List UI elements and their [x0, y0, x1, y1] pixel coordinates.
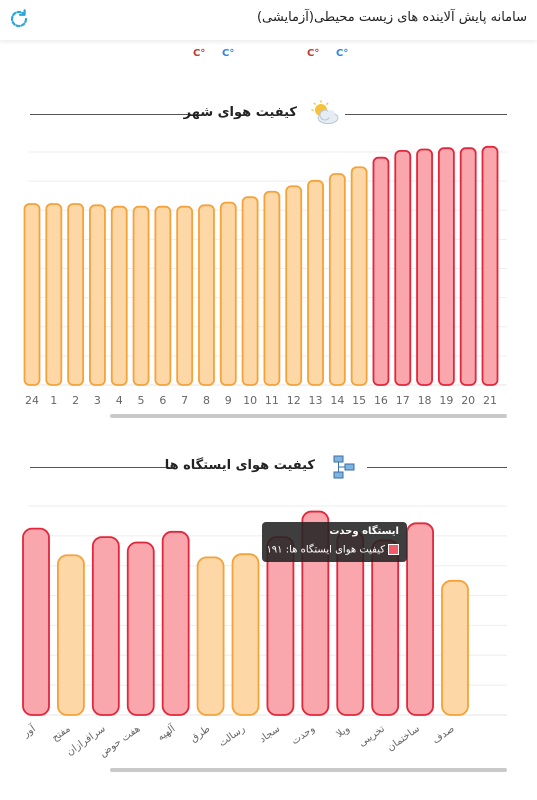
- x-tick-label: 2: [72, 394, 79, 407]
- bar[interactable]: [67, 203, 85, 386]
- x-tick-label: 3: [94, 394, 101, 407]
- x-tick-label: آور: [19, 721, 38, 740]
- x-tick-label: 21: [483, 394, 497, 407]
- x-tick-label: رسالت: [217, 723, 247, 749]
- x-tick-label: 13: [309, 394, 323, 407]
- bar[interactable]: [394, 149, 412, 386]
- x-tick-label: ساختمان: [385, 723, 421, 753]
- temperature-unit-min: C°: [336, 48, 349, 59]
- bar[interactable]: [406, 522, 434, 716]
- x-tick-label: 14: [330, 394, 344, 407]
- section-divider: [367, 467, 507, 468]
- bar[interactable]: [45, 203, 63, 386]
- bar[interactable]: [441, 579, 469, 716]
- tooltip-row: کیفیت هوای ایستگاه ها: ۱۹۱: [266, 544, 399, 556]
- x-tick-label: 1: [50, 394, 57, 407]
- network-stations-icon: [330, 453, 358, 481]
- bar[interactable]: [176, 205, 194, 386]
- x-tick-label: 15: [352, 394, 366, 407]
- partly-cloudy-icon: [309, 100, 341, 126]
- x-tick-label: مفتح: [50, 723, 73, 743]
- section-divider: [30, 114, 190, 115]
- x-tick-label: 24: [25, 394, 39, 407]
- x-tick-label: 5: [138, 394, 145, 407]
- x-tick-label: تخریبی: [357, 723, 387, 749]
- bar[interactable]: [416, 148, 433, 386]
- bar[interactable]: [328, 173, 346, 386]
- city-air-quality-title: کیفیت هوای شهر: [183, 105, 297, 120]
- bar[interactable]: [219, 201, 237, 386]
- bar[interactable]: [57, 554, 85, 716]
- x-tick-label: 12: [287, 394, 301, 407]
- bar[interactable]: [161, 530, 190, 716]
- bar[interactable]: [23, 203, 41, 386]
- refresh-icon[interactable]: [8, 8, 30, 30]
- bar[interactable]: [91, 536, 120, 716]
- tooltip-swatch: [388, 544, 399, 555]
- bar[interactable]: [437, 147, 455, 386]
- horizontal-scrollbar[interactable]: [110, 768, 507, 772]
- chart-tooltip: ایستگاه وحدت کیفیت هوای ایستگاه ها: ۱۹۱: [262, 522, 407, 562]
- page-title: سامانه پایش آلاینده های زیست محیطی(آزمای…: [256, 10, 527, 25]
- x-tick-label: 16: [374, 394, 388, 407]
- bar[interactable]: [263, 190, 281, 386]
- app-bar: سامانه پایش آلاینده های زیست محیطی(آزمای…: [0, 0, 537, 40]
- x-tick-label: آلهیه: [155, 721, 179, 743]
- bar[interactable]: [301, 510, 330, 716]
- bar[interactable]: [372, 156, 390, 386]
- bar[interactable]: [350, 166, 368, 386]
- x-tick-label: 10: [243, 394, 257, 407]
- x-tick-label: 8: [203, 394, 210, 407]
- x-tick-label: ویلا: [335, 723, 353, 740]
- temperature-unit-min: C°: [222, 48, 235, 59]
- bar[interactable]: [89, 204, 106, 386]
- x-tick-label: 4: [116, 394, 123, 407]
- x-tick-label: وحدت: [290, 723, 317, 747]
- temperature-unit-max: C°: [193, 48, 206, 59]
- stations-air-quality-title: کیفیت هوای ایستگاه ها: [164, 458, 315, 473]
- x-tick-label: سجاد: [258, 723, 283, 745]
- tooltip-label: کیفیت هوای ایستگاه ها: ۱۹۱: [266, 544, 385, 556]
- section-divider: [30, 467, 170, 468]
- x-tick-label: 18: [418, 394, 432, 407]
- temperature-unit-max: C°: [307, 48, 320, 59]
- bar[interactable]: [110, 205, 128, 386]
- bar[interactable]: [132, 205, 150, 386]
- bar[interactable]: [22, 527, 50, 716]
- bar[interactable]: [459, 147, 477, 386]
- bar[interactable]: [126, 541, 155, 716]
- city-air-quality-chart: 24 1 2 3 4 5 6 7 8 9 10 11 12 13 14 15 16 17 18 19 20 21: [23, 145, 507, 418]
- x-tick-label: صدف: [431, 723, 457, 746]
- bar[interactable]: [154, 205, 172, 386]
- bar[interactable]: [481, 145, 499, 386]
- x-tick-label: 11: [265, 394, 279, 407]
- bar[interactable]: [241, 196, 259, 386]
- bar[interactable]: [198, 204, 215, 386]
- x-tick-label: 7: [181, 394, 188, 407]
- tooltip-title: ایستگاه وحدت: [329, 526, 399, 537]
- bar[interactable]: [371, 539, 400, 716]
- horizontal-scrollbar[interactable]: [110, 414, 507, 418]
- bar[interactable]: [307, 179, 324, 386]
- bar[interactable]: [231, 553, 260, 716]
- x-tick-label: 9: [225, 394, 232, 407]
- bar[interactable]: [285, 185, 303, 386]
- x-tick-label: 17: [396, 394, 410, 407]
- x-tick-label: 19: [439, 394, 453, 407]
- bar[interactable]: [266, 536, 295, 716]
- bar[interactable]: [196, 556, 225, 716]
- section-divider: [345, 114, 507, 115]
- x-tick-label: 6: [159, 394, 166, 407]
- x-tick-label: طرق: [189, 723, 213, 744]
- x-tick-label: 20: [461, 394, 475, 407]
